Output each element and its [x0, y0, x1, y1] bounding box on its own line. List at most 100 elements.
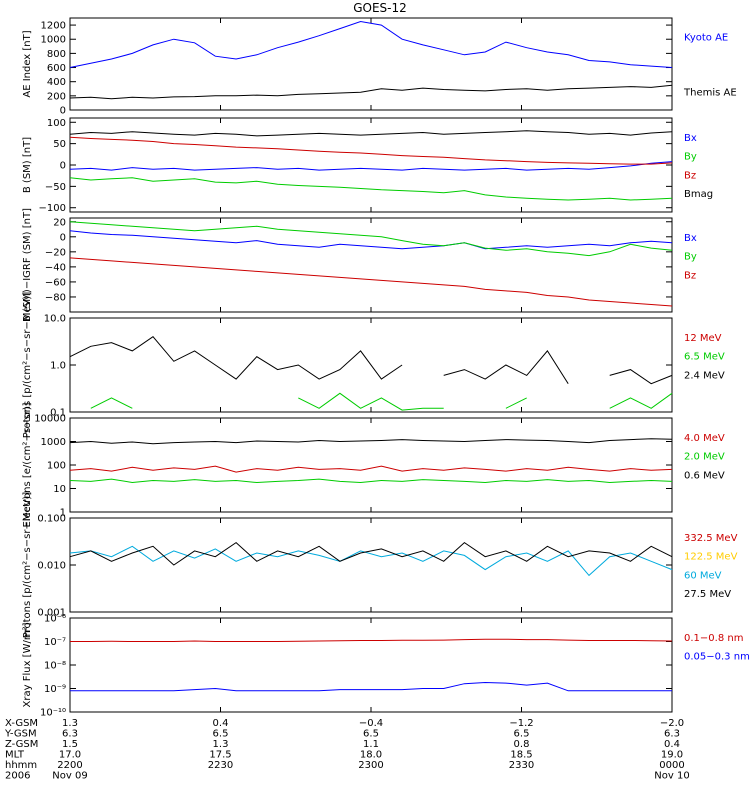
ephemeris-value: 17.5	[209, 750, 231, 761]
y-axis-label: Protons [p/(cm²−s−sr−MeV)]	[22, 292, 33, 439]
ephemeris-value: Nov 09	[52, 771, 87, 782]
y-axis-label: Electrons [e/(cm²−s−sr)]	[22, 402, 33, 527]
y-tick-label: 10⁻⁸	[44, 661, 66, 672]
series-line	[90, 392, 673, 411]
ephemeris-value: −2.0	[660, 718, 684, 729]
y-tick-label: 1000	[41, 437, 66, 448]
y-tick-label: 400	[47, 77, 66, 88]
legend-entry: 2.0 MeV	[684, 452, 725, 463]
series-line	[69, 221, 673, 257]
y-tick-label: 10⁻⁶	[44, 614, 66, 625]
legend-entry: 27.5 MeV	[684, 589, 731, 600]
ephemeris-row-label: MLT	[5, 750, 25, 761]
legend-entry: By	[684, 152, 697, 163]
y-tick-label: 50	[53, 139, 66, 150]
ephemeris-value: 2200	[57, 760, 82, 771]
panel-frame	[69, 517, 673, 613]
ephemeris-row-label: X-GSM	[5, 718, 38, 729]
ephemeris-value: 6.5	[514, 729, 530, 740]
y-tick-label: 20	[53, 217, 66, 228]
y-axis-label: Xray Flux [W/m²]	[22, 622, 33, 707]
y-tick-label: 0.1	[50, 408, 66, 419]
series-line	[70, 638, 673, 642]
y-tick-label: −80	[45, 292, 66, 303]
y-tick-label: −40	[45, 262, 66, 273]
series-line	[69, 177, 673, 201]
series-line	[69, 438, 673, 445]
ephemeris-value: Nov 10	[654, 771, 689, 782]
y-tick-label: 10	[53, 484, 66, 495]
ephemeris-row-label: hhmm	[5, 760, 37, 771]
y-axis-label: Protons [p/(cm²−s−sr−MeV)]	[22, 492, 33, 639]
ephemeris-value: −0.4	[359, 718, 383, 729]
y-tick-label: 1.0	[50, 361, 66, 372]
panel-frame	[69, 17, 673, 111]
ephemeris-row-label: Z-GSM	[5, 739, 38, 750]
y-tick-label: 1	[60, 508, 66, 519]
ephemeris-value: −1.2	[509, 718, 533, 729]
legend-entry: Bz	[684, 170, 696, 181]
series-line	[69, 478, 673, 484]
y-tick-label: 800	[47, 49, 66, 60]
ephemeris-value: 6.3	[62, 729, 78, 740]
y-tick-label: 0	[60, 232, 66, 243]
series-line	[69, 84, 673, 100]
legend-entry: 122.5 MeV	[684, 552, 738, 563]
legend-entry: Bz	[684, 270, 696, 281]
ephemeris-value: 2230	[208, 760, 233, 771]
ephemeris-value: 1.1	[363, 739, 379, 750]
legend-entry: By	[684, 252, 697, 263]
y-tick-label: 10⁻⁷	[44, 637, 66, 648]
legend-entry: 12 MeV	[684, 333, 722, 344]
ephemeris-row-label: Y-GSM	[4, 729, 37, 740]
ephemeris-value: 6.5	[363, 729, 379, 740]
ephemeris-value: 0.4	[213, 718, 229, 729]
y-tick-label: −50	[45, 182, 66, 193]
panel-frame	[69, 217, 673, 313]
ephemeris-value: 6.5	[213, 729, 229, 740]
ephemeris-value: 18.0	[360, 750, 382, 761]
legend-entry: Bx	[684, 233, 697, 244]
y-tick-label: 0	[60, 106, 66, 117]
chart-title: GOES-12	[353, 1, 407, 15]
series-line	[69, 545, 673, 577]
series-line	[69, 465, 673, 473]
series-line	[69, 130, 673, 137]
y-tick-label: 200	[47, 91, 66, 102]
ephemeris-value: 0000	[659, 760, 684, 771]
y-tick-label: 10.0	[44, 314, 66, 325]
legend-entry: 6.5 MeV	[684, 352, 725, 363]
y-tick-label: −100	[39, 203, 66, 214]
y-tick-label: 10⁻⁹	[44, 684, 66, 695]
series-line	[69, 230, 673, 250]
ephemeris-value: 1.5	[62, 739, 78, 750]
panel-protons_low: 0.1 1.0 10.0 Protons [p/(cm²−s−sr−MeV)] 12 M…	[22, 292, 725, 439]
legend-entry: 0.6 MeV	[684, 470, 725, 481]
legend-entry: Bmag	[684, 189, 713, 200]
panel-frame	[69, 117, 673, 213]
legend-entry: 0.05−0.3 nm	[684, 652, 750, 663]
panel-ae: 0 200 400 600 800 1000 1200 AE Index [nT] Kyoto …	[22, 17, 737, 117]
ephemeris-value: 6.3	[664, 729, 680, 740]
y-axis-label: B (SM) [nT]	[22, 137, 33, 193]
ephemeris-value: 1.3	[213, 739, 229, 750]
legend-entry: 4.0 MeV	[684, 433, 725, 444]
y-tick-label: −60	[45, 277, 66, 288]
ephemeris-value: 19.0	[661, 750, 683, 761]
series-line	[69, 541, 673, 566]
series-line	[69, 336, 673, 385]
ephemeris-row-label: 2006	[5, 771, 30, 782]
y-tick-label: 0.010	[37, 561, 66, 572]
legend-entry: 60 MeV	[684, 570, 722, 581]
panel-bsm: −100 −50 0 50 100 B (SM) [nT] Bx By Bz Bmag	[22, 117, 713, 214]
ephemeris-table: X-GSM 1.3 0.4 −0.4 −1.2 −2.0 Y-GSM 6.3 6.5 6.5 6.5…	[4, 718, 690, 782]
y-axis-label: B (SM)−IGRF (SM) [nT]	[22, 208, 33, 322]
y-tick-label: 100	[47, 118, 66, 129]
y-tick-label: 1000	[41, 35, 66, 46]
panel-bigrf: −80 −60 −40 −20 0 20 B (SM)−IGRF (SM) [nT] Bx By…	[22, 208, 697, 322]
panel-frame	[69, 417, 673, 513]
series-line	[69, 257, 673, 307]
ephemeris-value: 17.0	[59, 750, 81, 761]
